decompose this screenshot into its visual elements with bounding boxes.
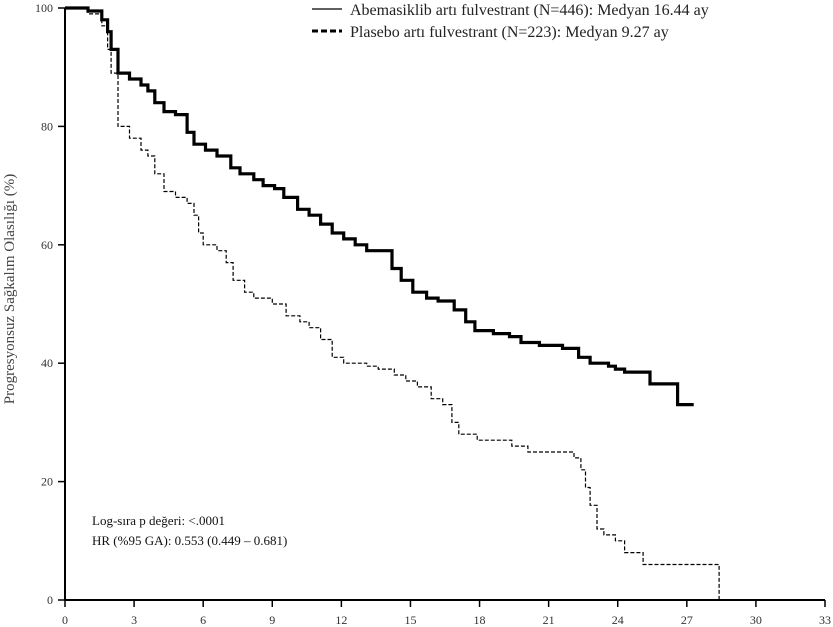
x-tick-label: 27 <box>681 613 693 627</box>
y-tick-label: 40 <box>41 356 53 370</box>
x-tick-label: 9 <box>269 613 275 627</box>
x-tick-label: 0 <box>62 613 68 627</box>
legend: Abemasiklib artı fulvestrant (N=446): Me… <box>312 2 709 41</box>
x-tick-label: 12 <box>335 613 347 627</box>
x-tick-label: 21 <box>543 613 555 627</box>
x-tick-label: 33 <box>819 613 831 627</box>
hazard-ratio: HR (%95 GA): 0.553 (0.449 – 0.681) <box>92 533 287 548</box>
x-axis-ticks: 0 3 6 9 12 15 18 21 24 27 30 33 <box>62 600 831 627</box>
y-tick-label: 0 <box>47 593 53 607</box>
x-tick-label: 18 <box>474 613 486 627</box>
y-axis-ticks: 0 20 40 60 80 100 <box>35 1 65 607</box>
y-tick-label: 60 <box>41 238 53 252</box>
y-tick-label: 100 <box>35 1 53 15</box>
x-tick-label: 24 <box>612 613 624 627</box>
y-axis-label: Progresyonsuz Sağkalım Olasılığı (%) <box>2 174 18 404</box>
series-abemaciclib-line <box>65 6 694 407</box>
x-tick-label: 15 <box>404 613 416 627</box>
series-placebo-line <box>65 7 720 600</box>
x-tick-label: 6 <box>200 613 206 627</box>
y-tick-label: 20 <box>41 475 53 489</box>
series-layer <box>65 6 720 600</box>
legend-label-placebo: Plasebo artı fulvestrant (N=223): Medyan… <box>350 24 669 41</box>
log-rank-p-value: Log-sıra p değeri: <.0001 <box>92 513 225 528</box>
x-tick-label: 3 <box>131 613 137 627</box>
x-tick-label: 30 <box>750 613 762 627</box>
y-tick-label: 80 <box>41 119 53 133</box>
legend-label-abemaciclib: Abemasiklib artı fulvestrant (N=446): Me… <box>350 2 709 19</box>
